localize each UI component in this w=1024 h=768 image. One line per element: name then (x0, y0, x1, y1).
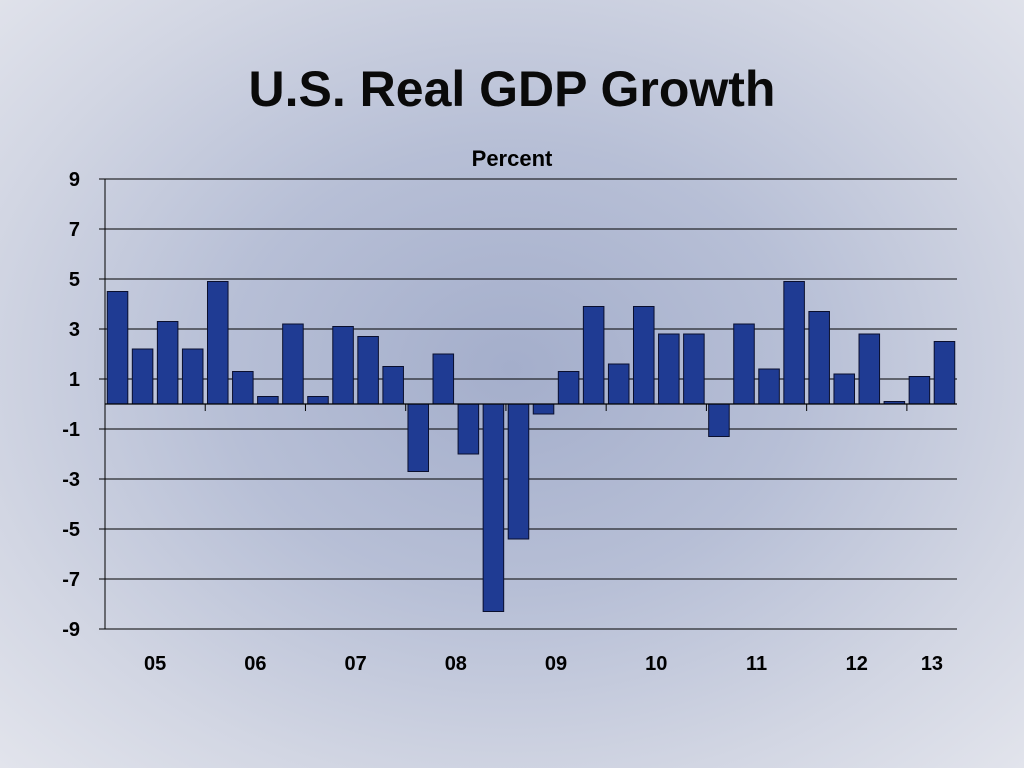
x-tick-label: 08 (445, 653, 467, 675)
bar (708, 403, 730, 437)
y-tick-label: -5 (62, 519, 80, 541)
y-tick-labels: 9 7 5 3 1 -1 -3 -5 -7 -9 (62, 169, 80, 641)
y-tick-label: -7 (62, 569, 80, 591)
bar (683, 333, 705, 405)
bar (582, 306, 605, 405)
y-tick-label: 7 (69, 219, 80, 241)
bar (507, 403, 530, 540)
bar (357, 336, 379, 405)
bar (282, 323, 304, 405)
y-tick-label: 5 (69, 269, 80, 291)
slide-title: U.S. Real GDP Growth (248, 61, 776, 117)
bar (181, 348, 204, 405)
bar (382, 366, 404, 405)
y-tick-label: 3 (69, 319, 80, 341)
bar (106, 291, 129, 405)
bar (332, 326, 354, 405)
bar (833, 373, 856, 405)
bar (131, 348, 154, 405)
bar (933, 341, 956, 405)
bar (532, 403, 555, 415)
bar (232, 371, 254, 405)
x-tick-label: 09 (545, 653, 567, 675)
bar (557, 371, 580, 405)
bar (758, 368, 780, 405)
x-tick-label: 06 (244, 653, 266, 675)
bars (106, 281, 956, 612)
y-tick-label: -1 (62, 419, 80, 441)
bar (156, 321, 179, 405)
y-axis-label: Percent (472, 146, 553, 171)
bar (206, 281, 229, 405)
bar (432, 353, 455, 405)
y-tick-label: 9 (69, 169, 80, 191)
x-tick-label: 12 (846, 653, 868, 675)
bar (733, 323, 755, 405)
y-tick-label: -9 (62, 619, 80, 641)
bar (307, 396, 329, 405)
x-tick-labels: 05 06 07 08 09 10 11 12 13 (144, 653, 943, 675)
bar (632, 306, 655, 405)
bar (908, 376, 931, 405)
x-tick-label: 07 (344, 653, 366, 675)
bar (482, 403, 505, 612)
x-tick-label: 11 (746, 653, 767, 675)
bar (783, 281, 805, 405)
bar (658, 333, 680, 405)
bar (407, 403, 430, 472)
bar (257, 396, 279, 405)
x-tick-label: 05 (144, 653, 166, 675)
bar (607, 363, 630, 405)
bar (808, 311, 830, 405)
y-tick-label: -3 (62, 469, 80, 491)
axes (104, 179, 957, 629)
bar (457, 403, 480, 455)
y-tick-label: 1 (69, 369, 80, 391)
x-tick-label: 13 (921, 653, 943, 675)
bar (858, 333, 881, 405)
x-tick-label: 10 (645, 653, 667, 675)
